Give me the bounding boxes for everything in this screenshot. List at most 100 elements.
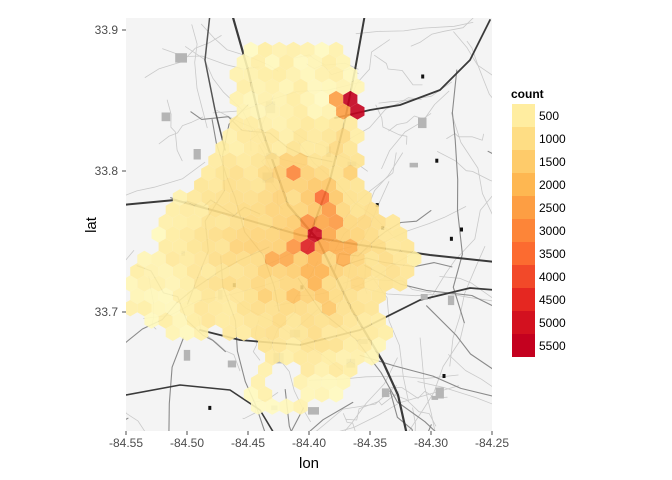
hexbin-cell: [357, 213, 372, 231]
hexbin-cell: [179, 300, 195, 317]
hexbin-cell: [236, 250, 251, 268]
hexbin-cell: [258, 164, 273, 182]
hexbin-cell: [243, 41, 258, 59]
hexbin-cell: [250, 275, 266, 292]
hexbin-cell: [286, 41, 301, 59]
hexbin-cell: [265, 349, 280, 366]
hexbin-cell: [137, 250, 152, 268]
hexbin-cell: [357, 312, 372, 329]
hexbin-cell: [229, 115, 244, 132]
hexbin-cell: [286, 140, 301, 157]
legend-key-4000: 4000: [512, 265, 566, 288]
legend-key-2000: 2000: [512, 173, 566, 196]
hexbin-cell: [201, 263, 216, 280]
street-line: [419, 337, 436, 431]
hexbin-cell: [236, 226, 251, 243]
legend-swatch: [512, 334, 535, 357]
hexbin-cell: [293, 78, 308, 95]
hexbin-cell: [243, 263, 258, 280]
hexbin-cell: [314, 189, 329, 206]
hexbin-cell: [229, 238, 244, 255]
hexbin-cell: [350, 152, 365, 169]
hexbin-cell: [229, 189, 244, 206]
hexbin-cell: [243, 238, 258, 255]
hexbin-cell: [350, 127, 365, 145]
hexbin-cell: [385, 263, 401, 280]
hexbin-cell: [371, 287, 386, 305]
hexbin-cell: [279, 177, 294, 194]
street-line: [374, 54, 423, 86]
hexbin-cell: [194, 201, 209, 218]
street-line: [408, 322, 465, 431]
hexbin-cell: [250, 152, 266, 169]
hexbin-cell: [187, 213, 202, 231]
x-tick-1: -84.50: [170, 431, 204, 450]
hexbin-cell: [272, 263, 287, 280]
legend-swatch: [512, 127, 535, 150]
hexbin-cell: [300, 287, 315, 305]
hexbin-cell: [215, 189, 230, 206]
hexbin-cell: [364, 349, 379, 366]
hexbin-cell: [336, 300, 351, 317]
y-tick-label-0: 33.7: [95, 305, 119, 319]
hexbin-cell: [215, 238, 230, 255]
map-marker: [442, 374, 446, 378]
legend-label: 3500: [539, 247, 566, 261]
hexbin-cell: [179, 250, 195, 268]
x-tick-label-0: -84.55: [109, 436, 143, 450]
hexbin-cell: [329, 41, 344, 59]
hexbin-cell: [208, 300, 223, 317]
hexbin-cell: [286, 66, 301, 83]
hexbin-cell: [179, 226, 195, 243]
hexbin-cell: [286, 164, 301, 182]
hexbin-cell: [243, 386, 258, 403]
hexbin-cell: [265, 103, 280, 120]
street-line: [453, 31, 492, 76]
hexbin-cell: [208, 177, 223, 194]
hexbin-cell: [229, 140, 244, 157]
hexbin-cell: [243, 287, 258, 305]
x-tick-3: -84.40: [292, 431, 326, 450]
hexbin-cell: [236, 275, 251, 292]
x-tick-label-5: -84.30: [414, 436, 448, 450]
y-tick-label-2: 33.9: [95, 23, 119, 37]
hexbin-cell: [300, 66, 315, 83]
hexbin-cell: [293, 300, 308, 317]
map-block: [161, 112, 171, 122]
hexbin-cell: [187, 189, 202, 206]
x-tick-label-6: -84.25: [475, 436, 509, 450]
hexbin-cell: [250, 300, 266, 317]
secondary-road-line: [309, 401, 354, 431]
hexbin-cell: [336, 349, 351, 366]
hexbin-cell: [279, 349, 294, 366]
hexbin-cell: [236, 324, 251, 341]
hexbin-cell: [314, 66, 329, 83]
hexbin-cell: [229, 213, 244, 231]
hexbin-cell: [222, 300, 237, 317]
secondary-road-line: [426, 305, 492, 370]
hexbin-cell: [208, 152, 223, 169]
hexbin-cell: [179, 201, 195, 218]
hexbin-cell: [208, 275, 223, 292]
hexbin-cell: [307, 275, 322, 292]
y-axis-title: lat: [83, 216, 100, 233]
hexbin-cell: [243, 189, 258, 206]
hexbin-cell: [236, 78, 251, 95]
hexbin-cell: [364, 201, 379, 218]
hexbin-cell: [187, 238, 202, 255]
legend-title: count: [511, 87, 544, 101]
hexbin-cell: [265, 152, 280, 169]
hexbin-cell: [222, 275, 237, 292]
hexbin-cell: [265, 398, 280, 415]
legend-label: 1000: [539, 132, 566, 146]
legend-key-5000: 5000: [512, 311, 566, 334]
hexbin-cell: [250, 398, 266, 415]
hexbin-cell: [158, 238, 173, 255]
hexbin-cell: [307, 324, 322, 341]
hexbin-cell: [329, 140, 344, 157]
hexbin-cell: [321, 152, 337, 169]
hexbin-cell: [350, 201, 365, 218]
map-block: [447, 295, 455, 306]
hexbin-cell: [364, 250, 379, 268]
secondary-road-line: [427, 424, 432, 431]
